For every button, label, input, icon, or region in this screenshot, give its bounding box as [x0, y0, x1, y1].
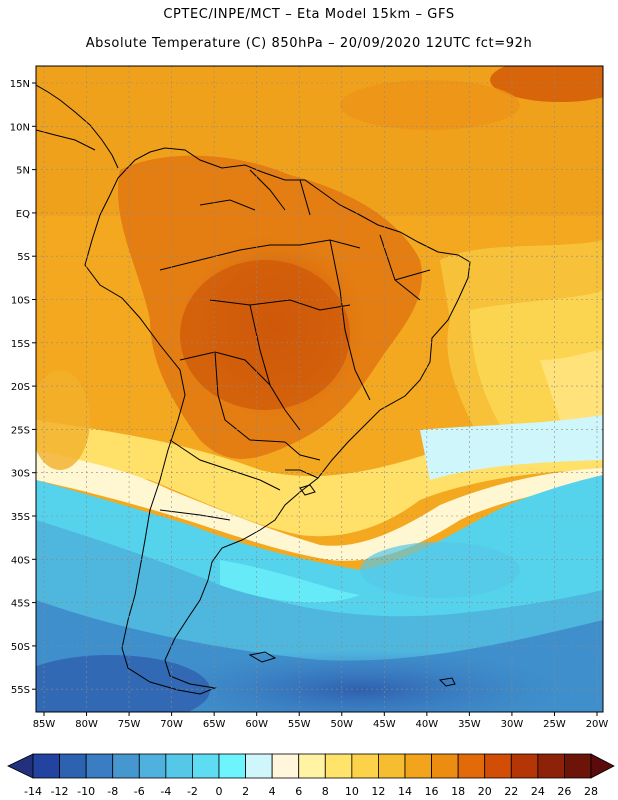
- colorbar-swatch: [457, 753, 486, 779]
- colorbar-swatch: [112, 753, 140, 779]
- lon-label: 60W: [245, 719, 268, 730]
- colorbar-label: 4: [269, 785, 276, 798]
- colorbar-label: -2: [187, 785, 198, 798]
- lat-label: 5N: [16, 166, 30, 177]
- lon-label: 30W: [501, 719, 524, 730]
- colorbar-swatch: [404, 753, 432, 779]
- colorbar-label: 20: [478, 785, 492, 798]
- axis-ticks: [32, 82, 598, 716]
- colorbar-label: 26: [557, 785, 571, 798]
- colorbar-labels: -14 -12 -10 -8 -6 -4 -2 0 2 4 6 8 10 12 14 16 18 20 22 24 26…: [24, 785, 598, 798]
- colorbar-label: 8: [322, 785, 329, 798]
- lon-label: 25W: [543, 719, 566, 730]
- lat-label: 45S: [11, 599, 30, 610]
- lon-label: 55W: [288, 719, 311, 730]
- colorbar-label: 12: [371, 785, 385, 798]
- colorbar-label: 14: [398, 785, 412, 798]
- map-frame: [35, 65, 604, 713]
- colorbar-swatch: [85, 753, 114, 779]
- lon-label: 45W: [373, 719, 396, 730]
- colorbar-swatch: [165, 753, 193, 779]
- lat-label: 25S: [11, 425, 30, 436]
- colorbar-label: 6: [295, 785, 302, 798]
- colorbar-swatch: [271, 753, 300, 779]
- colorbar-swatch: [32, 753, 60, 779]
- latitude-labels: 15N 10N 5N EQ 5S 10S 15S 20S 25S 30S 35S 40S 45S 50S 5…: [10, 79, 30, 696]
- colorbar-swatch: [378, 753, 406, 779]
- lat-label: 50S: [11, 642, 30, 653]
- colorbar-label: -14: [24, 785, 42, 798]
- continent-outline: [36, 84, 471, 695]
- colorbar-label: -6: [134, 785, 145, 798]
- colorbar-swatch: [431, 753, 459, 779]
- colorbar-swatch: [218, 753, 246, 779]
- colorbar-underflow-arrow: [7, 753, 34, 779]
- colorbar-label: -12: [51, 785, 69, 798]
- colorbar-swatch: [245, 753, 273, 779]
- longitude-labels: 85W 80W 75W 70W 65W 60W 55W 50W 45W 40W 35W 30W 25W 2…: [33, 719, 609, 730]
- lon-label: 65W: [203, 719, 226, 730]
- lat-label: 40S: [11, 555, 30, 566]
- colorbar-label: 10: [345, 785, 359, 798]
- chart-title-line-1: CPTEC/INPE/MCT – Eta Model 15km – GFS: [163, 7, 455, 22]
- colorbar-swatch: [351, 753, 379, 779]
- colorbar-label: 0: [216, 785, 223, 798]
- lat-label: 5S: [17, 252, 30, 263]
- colorbar-swatch: [138, 753, 167, 779]
- colorbar-swatch: [59, 753, 87, 779]
- lon-label: 50W: [330, 719, 353, 730]
- colorbar-swatch: [510, 753, 539, 779]
- colorbar-label: -8: [107, 785, 118, 798]
- lat-label: EQ: [16, 209, 30, 220]
- colorbar-overflow-arrow: [590, 753, 615, 779]
- lon-label: 85W: [33, 719, 56, 730]
- chart-title-line-2: Absolute Temperature (C) 850hPa – 20/09/…: [85, 36, 533, 51]
- colorbar: [7, 753, 615, 779]
- lon-label: 70W: [160, 719, 183, 730]
- colorbar-swatch: [324, 753, 353, 779]
- colorbar-swatch: [564, 753, 592, 779]
- lon-label: 20W: [586, 719, 609, 730]
- colorbar-label: -10: [77, 785, 95, 798]
- lon-label: 80W: [75, 719, 98, 730]
- lon-label: 75W: [118, 719, 141, 730]
- lat-label: 10N: [10, 122, 30, 133]
- colorbar-label: -4: [160, 785, 171, 798]
- lon-label: 35W: [458, 719, 481, 730]
- lon-label: 40W: [416, 719, 439, 730]
- lat-label: 15S: [11, 339, 30, 350]
- colorbar-swatch: [484, 753, 512, 779]
- colorbar-label: 28: [584, 785, 598, 798]
- temperature-field: [36, 66, 603, 712]
- lat-label: 20S: [11, 382, 30, 393]
- lat-label: 30S: [11, 469, 30, 480]
- colorbar-swatch: [537, 753, 565, 779]
- lat-label: 35S: [11, 512, 30, 523]
- colorbar-swatch: [298, 753, 326, 779]
- lat-label: 10S: [11, 296, 30, 307]
- lat-label: 15N: [10, 79, 30, 90]
- colorbar-label: 24: [531, 785, 545, 798]
- lat-label: 55S: [11, 685, 30, 696]
- colorbar-label: 2: [242, 785, 249, 798]
- colorbar-label: 18: [451, 785, 465, 798]
- colorbar-swatch: [192, 753, 220, 779]
- colorbar-label: 22: [504, 785, 518, 798]
- colorbar-label: 16: [425, 785, 439, 798]
